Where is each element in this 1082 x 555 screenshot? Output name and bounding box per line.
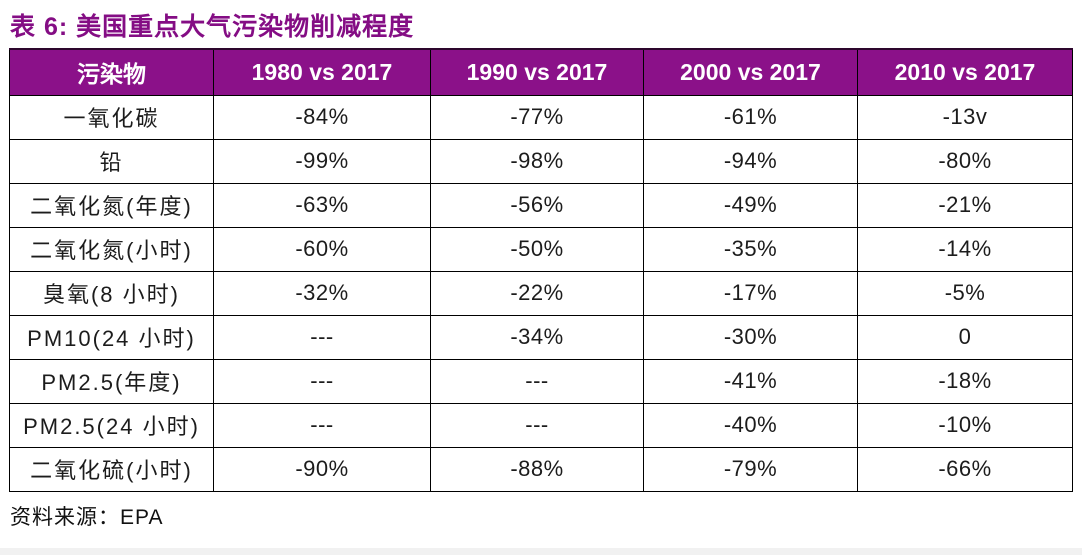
source-note: 资料来源：EPA <box>10 505 164 529</box>
cell-value: --- <box>213 314 431 360</box>
cell-value: --- <box>430 402 644 448</box>
header-row: 污染物 1980 vs 2017 1990 vs 2017 2000 vs 20… <box>9 48 1073 96</box>
column-header-2010-vs-2017: 2010 vs 2017 <box>857 48 1073 96</box>
column-header-2000-vs-2017: 2000 vs 2017 <box>643 48 858 96</box>
cell-value: -94% <box>643 138 858 184</box>
cell-value: -14% <box>857 226 1073 272</box>
cell-value: -22% <box>430 270 644 316</box>
cell-value: -79% <box>643 446 858 492</box>
table-row: 一氧化碳 -84% -77% -61% -13v <box>9 94 1073 140</box>
table-row: 铅 -99% -98% -94% -80% <box>9 138 1073 184</box>
cell-value: -84% <box>213 94 431 140</box>
cell-value: -80% <box>857 138 1073 184</box>
cell-value: -56% <box>430 182 644 228</box>
cell-pollutant: PM2.5(年度) <box>9 358 214 404</box>
cell-value: -61% <box>643 94 858 140</box>
cell-value: -40% <box>643 402 858 448</box>
cell-value: -10% <box>857 402 1073 448</box>
cell-pollutant: 铅 <box>9 138 214 184</box>
pollutant-reduction-table: 污染物 1980 vs 2017 1990 vs 2017 2000 vs 20… <box>9 48 1073 492</box>
table-row: 二氧化氮(年度) -63% -56% -49% -21% <box>9 182 1073 228</box>
page-bottom-edge <box>0 548 1082 555</box>
cell-value: -49% <box>643 182 858 228</box>
cell-pollutant: PM2.5(24 小时) <box>9 402 214 448</box>
cell-value: -34% <box>430 314 644 360</box>
cell-value: --- <box>213 358 431 404</box>
cell-value: -41% <box>643 358 858 404</box>
cell-value: -32% <box>213 270 431 316</box>
cell-value: -17% <box>643 270 858 316</box>
cell-pollutant: 二氧化硫(小时) <box>9 446 214 492</box>
cell-value: -13v <box>857 94 1073 140</box>
cell-value: -90% <box>213 446 431 492</box>
cell-value: -66% <box>857 446 1073 492</box>
cell-value: -50% <box>430 226 644 272</box>
cell-value: -5% <box>857 270 1073 316</box>
cell-value: --- <box>430 358 644 404</box>
cell-value: -30% <box>643 314 858 360</box>
cell-pollutant: 一氧化碳 <box>9 94 214 140</box>
table-row: PM2.5(24 小时) --- --- -40% -10% <box>9 402 1073 448</box>
column-header-1990-vs-2017: 1990 vs 2017 <box>430 48 644 96</box>
table-row: 臭氧(8 小时) -32% -22% -17% -5% <box>9 270 1073 316</box>
cell-value: 0 <box>857 314 1073 360</box>
column-header-pollutant: 污染物 <box>9 48 214 96</box>
table-row: PM10(24 小时) --- -34% -30% 0 <box>9 314 1073 360</box>
cell-pollutant: PM10(24 小时) <box>9 314 214 360</box>
cell-pollutant: 臭氧(8 小时) <box>9 270 214 316</box>
cell-value: --- <box>213 402 431 448</box>
cell-value: -60% <box>213 226 431 272</box>
table-row: 二氧化硫(小时) -90% -88% -79% -66% <box>9 446 1073 492</box>
cell-value: -88% <box>430 446 644 492</box>
cell-value: -99% <box>213 138 431 184</box>
cell-value: -21% <box>857 182 1073 228</box>
cell-pollutant: 二氧化氮(小时) <box>9 226 214 272</box>
column-header-1980-vs-2017: 1980 vs 2017 <box>213 48 431 96</box>
cell-value: -35% <box>643 226 858 272</box>
cell-pollutant: 二氧化氮(年度) <box>9 182 214 228</box>
cell-value: -18% <box>857 358 1073 404</box>
table-row: PM2.5(年度) --- --- -41% -18% <box>9 358 1073 404</box>
cell-value: -63% <box>213 182 431 228</box>
cell-value: -98% <box>430 138 644 184</box>
table-title: 表 6: 美国重点大气污染物削减程度 <box>10 13 415 41</box>
table-row: 二氧化氮(小时) -60% -50% -35% -14% <box>9 226 1073 272</box>
cell-value: -77% <box>430 94 644 140</box>
